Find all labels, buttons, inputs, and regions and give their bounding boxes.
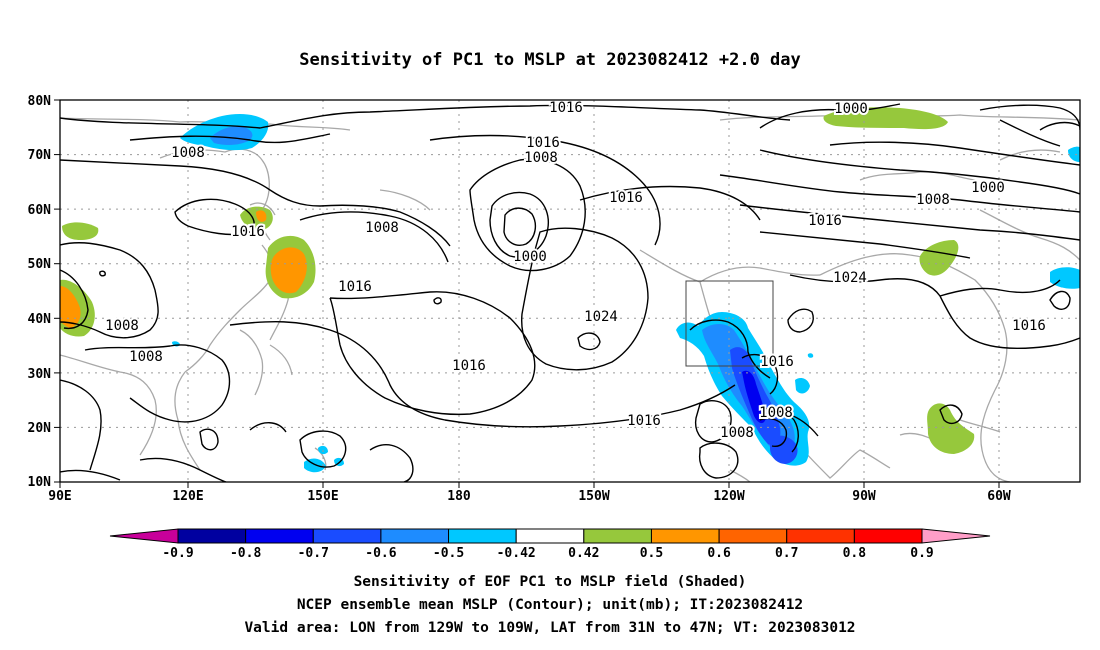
contour-label: 1008 xyxy=(524,150,558,166)
colorbar-box xyxy=(177,528,247,544)
contour-labels: 1016 1016 1008 1008 1000 1016 1008 1000 … xyxy=(103,98,1048,443)
colorbar-tick-label: -0.5 xyxy=(433,546,464,561)
lat-label: 70N xyxy=(28,148,52,163)
colorbar-box xyxy=(583,528,652,544)
colorbar-box xyxy=(448,528,517,544)
contour-label: 1024 xyxy=(584,309,618,325)
colorbar-tick-label: 0.8 xyxy=(843,546,867,561)
lon-label: 180 xyxy=(447,489,471,504)
lat-label: 10N xyxy=(28,475,52,490)
colorbar-tick-label: -0.42 xyxy=(497,546,536,561)
caption-contour: NCEP ensemble mean MSLP (Contour); unit(… xyxy=(296,597,804,613)
lon-label: 150W xyxy=(578,489,609,504)
colorbar-box xyxy=(718,528,788,544)
colorbar-box xyxy=(650,528,720,544)
map-background xyxy=(60,100,1080,482)
colorbar-box xyxy=(245,528,314,544)
contour-label: 1016 xyxy=(231,224,265,240)
contour-label: 1008 xyxy=(720,425,754,441)
caption-shaded: Sensitivity of EOF PC1 to MSLP field (Sh… xyxy=(353,574,747,590)
axis-ticks xyxy=(54,99,1000,488)
map-panel: 1016 1016 1008 1008 1000 1016 1008 1000 … xyxy=(28,94,1081,504)
lat-label: 80N xyxy=(28,94,52,109)
caption-valid-area: Valid area: LON from 129W to 109W, LAT f… xyxy=(244,620,856,636)
colorbar-tick-label: -0.8 xyxy=(230,546,261,561)
colorbar-tick-label: -0.9 xyxy=(162,546,193,561)
contour-label: 1016 xyxy=(627,413,661,429)
colorbar-tick-label: 0.6 xyxy=(707,546,731,561)
lon-label: 90W xyxy=(852,489,876,504)
colorbar-box xyxy=(312,528,382,544)
colorbar: -0.9 -0.8 -0.7 -0.6 -0.5 -0.42 0.42 0.5 0.6 0.7 0.… xyxy=(109,528,991,561)
contour-label: 1008 xyxy=(129,349,163,365)
contour-label: 1016 xyxy=(808,213,842,229)
colorbar-high-arrow xyxy=(921,528,991,544)
contour-label: 1024 xyxy=(833,270,867,286)
contour-label: 1016 xyxy=(526,135,560,151)
colorbar-tick-label: 0.9 xyxy=(910,546,933,561)
colorbar-tick-label: 0.5 xyxy=(640,546,663,561)
contour-label: 1008 xyxy=(759,405,793,421)
mslp-contours xyxy=(60,103,1080,482)
colorbar-box xyxy=(380,528,450,544)
contour-label: 1016 xyxy=(338,279,372,295)
colorbar-boxes xyxy=(177,528,923,544)
contour-label: 1008 xyxy=(916,192,950,208)
lon-label: 90E xyxy=(48,489,71,504)
contour-label: 1000 xyxy=(513,249,547,265)
lat-label: 30N xyxy=(28,367,52,382)
contour-label: 1016 xyxy=(452,358,486,374)
lon-label: 150E xyxy=(307,489,338,504)
lon-label: 60W xyxy=(987,489,1011,504)
contour-label: 1000 xyxy=(971,180,1005,196)
valid-area-box xyxy=(685,280,774,367)
colorbar-tick-label: 0.42 xyxy=(568,546,599,561)
contour-label: 1008 xyxy=(105,318,139,334)
longitude-labels: 90E 120E 150E 180 150W 120W 90W 60W xyxy=(48,489,1011,504)
graticule xyxy=(60,100,1080,482)
colorbar-tick-label: -0.6 xyxy=(365,546,396,561)
lat-label: 60N xyxy=(28,203,52,218)
lat-label: 20N xyxy=(28,421,52,436)
contour-label: 1016 xyxy=(609,190,643,206)
colorbar-tick-label: -0.7 xyxy=(298,546,329,561)
contour-label: 1016 xyxy=(760,354,794,370)
latitude-labels: 80N 70N 60N 50N 40N 30N 20N 10N xyxy=(28,94,52,490)
colorbar-tick-label: 0.7 xyxy=(775,546,798,561)
contour-label: 1016 xyxy=(1012,318,1046,334)
figure-title: Sensitivity of PC1 to MSLP at 2023082412… xyxy=(299,50,801,70)
contour-label: 1000 xyxy=(834,101,868,117)
contour-label: 1008 xyxy=(365,220,399,236)
colorbar-box xyxy=(515,528,585,544)
contour-label: 1008 xyxy=(171,145,205,161)
lat-label: 40N xyxy=(28,312,52,327)
colorbar-box xyxy=(853,528,923,544)
colorbar-low-arrow xyxy=(109,528,179,544)
lat-label: 50N xyxy=(28,257,52,272)
colorbar-tick-labels: -0.9 -0.8 -0.7 -0.6 -0.5 -0.42 0.42 0.5 0.6 0.7 0.… xyxy=(162,546,933,561)
lon-label: 120E xyxy=(172,489,203,504)
map-frame xyxy=(59,99,1081,483)
contour-label: 1016 xyxy=(549,100,583,116)
colorbar-box xyxy=(786,528,855,544)
lon-label: 120W xyxy=(713,489,744,504)
